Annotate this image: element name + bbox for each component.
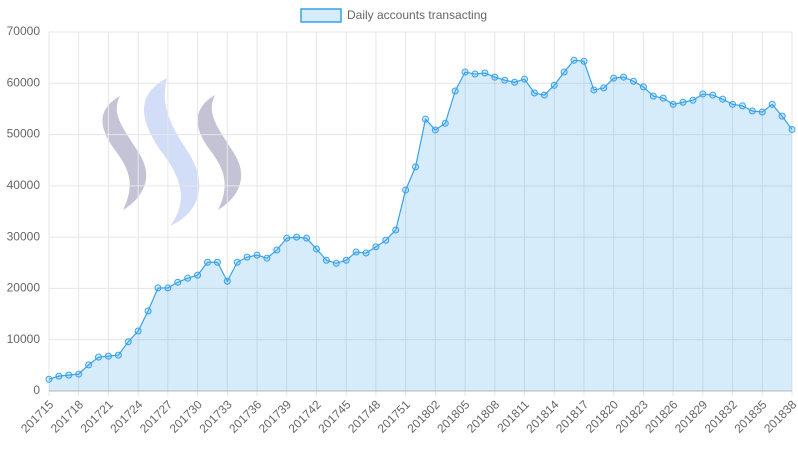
- point: [580, 57, 588, 65]
- point: [699, 90, 707, 98]
- point: [55, 372, 63, 380]
- point: [491, 73, 499, 81]
- point: [45, 375, 53, 383]
- point: [253, 251, 261, 259]
- point: [600, 84, 608, 92]
- point: [194, 271, 202, 279]
- legend-label: Daily accounts transacting: [347, 8, 487, 22]
- point: [639, 83, 647, 91]
- point: [85, 361, 93, 369]
- point: [530, 89, 538, 97]
- y-tick-label: 30000: [7, 229, 41, 243]
- point: [590, 86, 598, 94]
- point: [649, 92, 657, 100]
- point: [332, 259, 340, 267]
- point: [293, 233, 301, 241]
- point: [243, 253, 251, 261]
- point: [75, 370, 83, 378]
- y-tick-label: 50000: [7, 127, 41, 141]
- point: [412, 163, 420, 171]
- point: [768, 100, 776, 108]
- point: [758, 108, 766, 116]
- point: [550, 81, 558, 89]
- point: [352, 248, 360, 256]
- point: [471, 70, 479, 78]
- y-tick-label: 20000: [7, 281, 41, 295]
- point: [451, 87, 459, 95]
- point: [679, 98, 687, 106]
- area: [49, 60, 792, 391]
- y-tick-label: 40000: [7, 178, 41, 192]
- point: [342, 256, 350, 264]
- point: [204, 258, 212, 266]
- point: [570, 56, 578, 64]
- point: [402, 186, 410, 194]
- point: [481, 69, 489, 77]
- point: [273, 246, 281, 254]
- point: [154, 284, 162, 292]
- point: [233, 258, 241, 266]
- point: [620, 73, 628, 81]
- y-tick-label: 10000: [7, 332, 41, 346]
- x-tick-label: 201838: [761, 397, 798, 435]
- point: [610, 74, 618, 82]
- point: [461, 68, 469, 76]
- y-tick-label: 60000: [7, 75, 41, 89]
- point: [778, 112, 786, 120]
- point: [729, 100, 737, 108]
- steem-logo: [102, 78, 242, 226]
- point: [312, 245, 320, 253]
- point: [501, 76, 509, 84]
- x-tick-label: 201808: [464, 397, 502, 435]
- point: [164, 284, 172, 292]
- y-tick-label: 70000: [7, 24, 41, 38]
- point: [263, 254, 271, 262]
- point: [748, 107, 756, 115]
- point: [134, 327, 142, 335]
- legend-swatch: [300, 8, 342, 23]
- point: [223, 277, 231, 285]
- point: [104, 352, 112, 360]
- point: [540, 91, 548, 99]
- point: [659, 94, 667, 102]
- point: [362, 249, 370, 257]
- point: [441, 119, 449, 127]
- point: [421, 115, 429, 123]
- point: [382, 236, 390, 244]
- line: [48, 59, 793, 380]
- point: [174, 278, 182, 286]
- point: [669, 100, 677, 108]
- point: [303, 234, 311, 242]
- point: [560, 68, 568, 76]
- point: [213, 258, 221, 266]
- point: [372, 243, 380, 251]
- point: [283, 234, 291, 242]
- point: [65, 371, 73, 379]
- point: [629, 77, 637, 85]
- point: [322, 256, 330, 264]
- point: [392, 226, 400, 234]
- point: [124, 338, 132, 346]
- point: [738, 102, 746, 110]
- point: [521, 75, 529, 83]
- point: [719, 95, 727, 103]
- point: [114, 351, 122, 359]
- point: [144, 307, 152, 315]
- point: [709, 91, 717, 99]
- point: [431, 126, 439, 134]
- point: [788, 125, 796, 133]
- point: [95, 353, 103, 361]
- y-tick-label: 0: [33, 383, 40, 397]
- point: [511, 78, 519, 86]
- point: [184, 274, 192, 282]
- point: [689, 96, 697, 104]
